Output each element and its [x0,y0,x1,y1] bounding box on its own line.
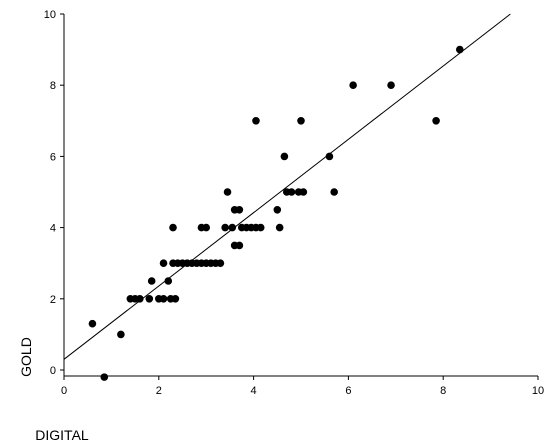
data-point [223,188,232,196]
data-point [147,277,156,285]
data-point [280,152,289,161]
data-point [330,188,338,196]
x-tick-label: 6 [345,385,351,397]
plot-area [63,14,538,377]
data-point [228,223,237,232]
data-point [273,206,282,214]
x-tick-label: 8 [440,385,446,397]
data-point [432,117,440,125]
data-points [88,45,464,381]
data-point [235,206,244,214]
data-point [88,319,97,328]
data-point [117,330,125,339]
data-point [159,295,168,303]
data-point [287,188,296,196]
data-point [387,81,395,89]
data-point [136,295,144,303]
x-tick-label: 10 [532,385,544,397]
data-point [171,295,180,303]
x-tick-label: 4 [251,385,257,397]
data-point [159,259,168,268]
data-point [349,81,357,89]
y-tick-label: 6 [50,151,56,163]
data-point [256,223,265,232]
data-point [235,241,244,250]
data-point [202,223,210,232]
x-axis-title: DIGITAL [35,427,89,443]
x-tick-label: 2 [156,385,162,397]
regression-line [63,13,511,360]
y-axis-ticks: 0 2 4 6 8 10 [44,9,64,377]
data-point [164,277,173,285]
data-point [221,223,229,232]
data-point [455,45,464,54]
y-tick-label: 8 [50,80,56,92]
data-point [252,117,260,125]
data-point [299,188,308,196]
data-point [145,295,154,303]
data-point [275,223,284,232]
data-point [216,259,225,268]
y-tick-label: 4 [50,223,56,235]
y-tick-label: 10 [44,9,56,21]
data-point [169,223,177,232]
y-tick-label: 2 [50,294,56,306]
y-axis-title: GOLD [18,337,34,377]
data-point [325,152,334,161]
y-tick-label: 0 [50,365,56,377]
x-axis-ticks: 0 2 4 6 8 10 [61,376,544,397]
data-point [297,117,305,125]
data-point [100,373,109,381]
x-tick-label: 0 [61,385,67,397]
